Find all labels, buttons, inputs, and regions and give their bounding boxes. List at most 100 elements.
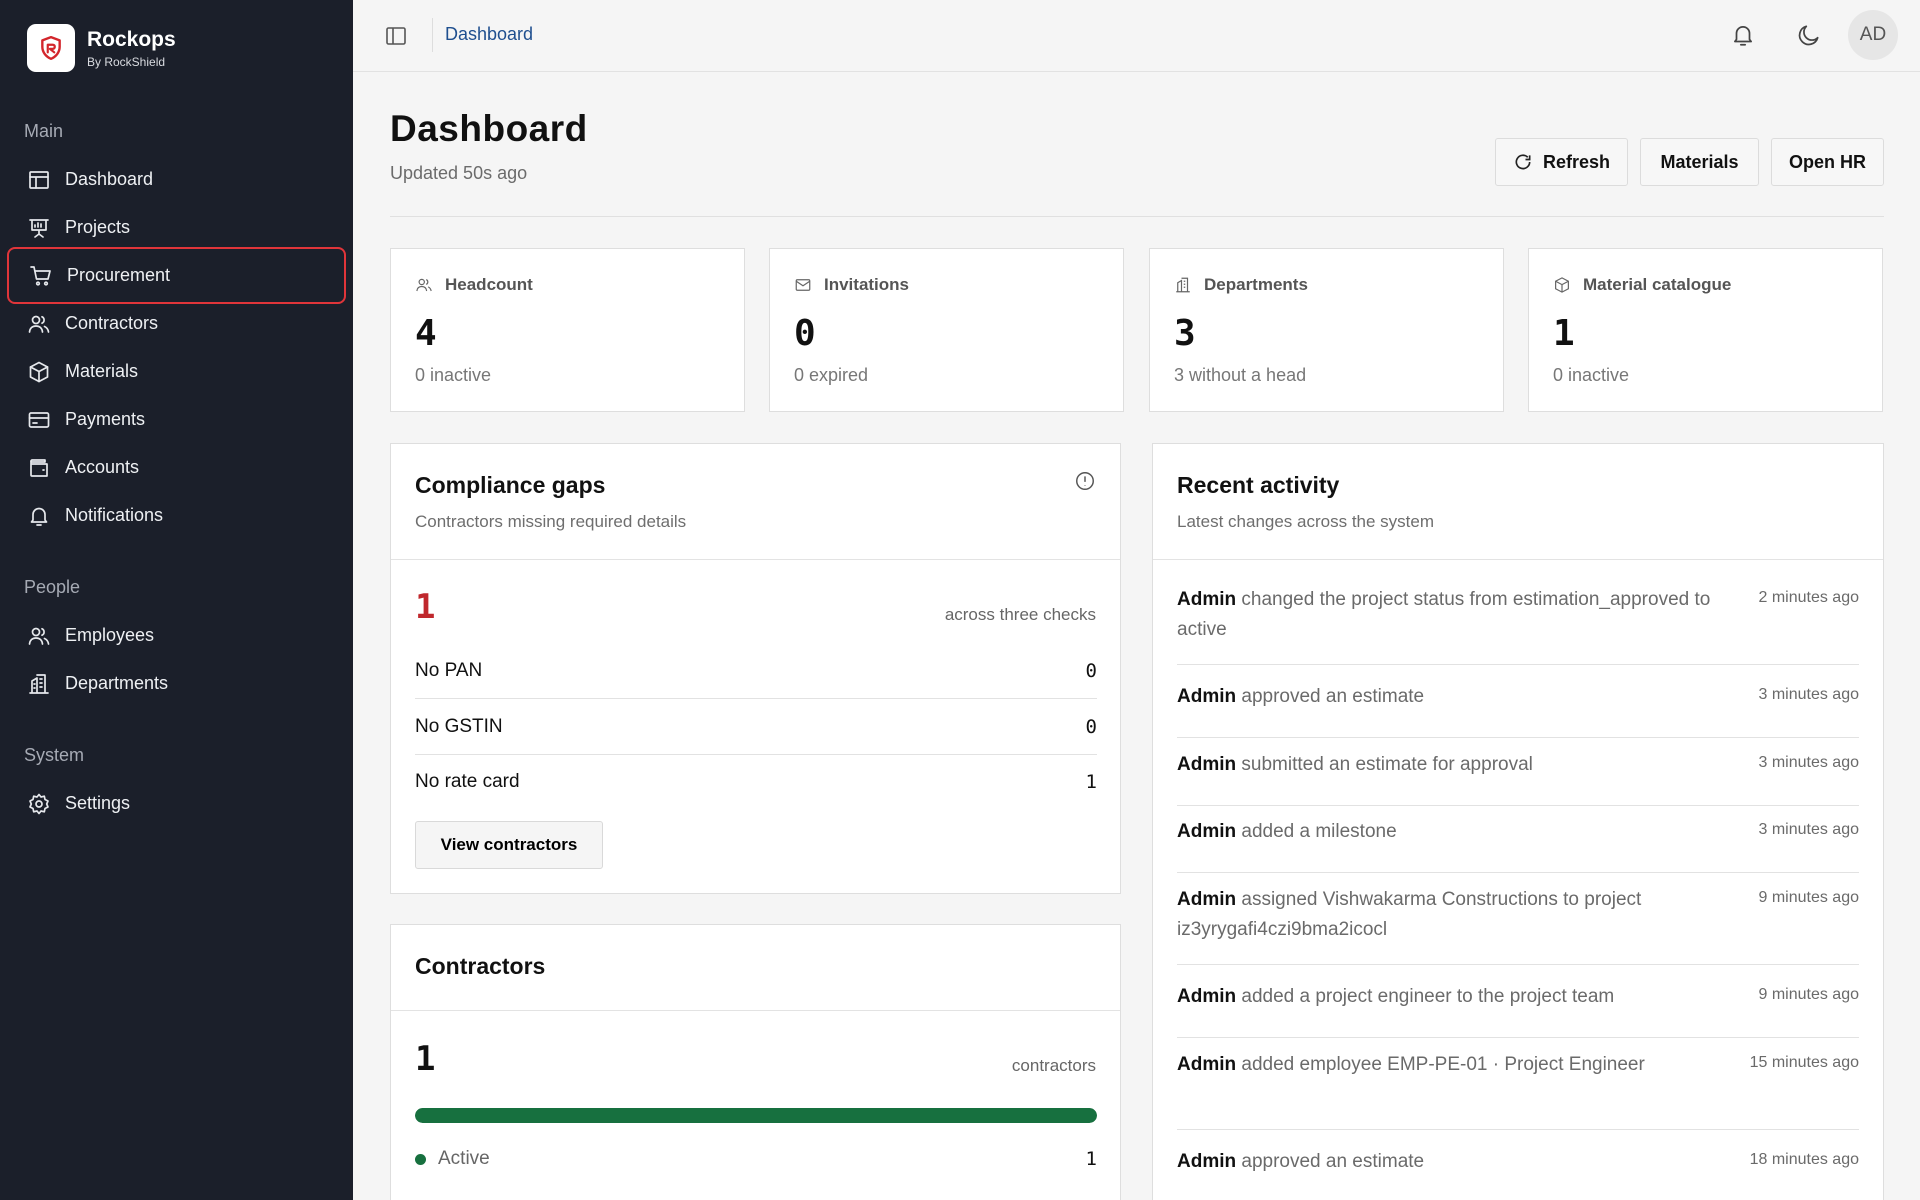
contractors-legend-active: Active 1 [415, 1148, 1097, 1170]
panel-title: Compliance gaps [415, 472, 606, 498]
sidebar-item-label: Payments [65, 409, 146, 429]
sidebar-item-materials[interactable]: Materials [7, 343, 346, 400]
stat-label: Material catalogue [1583, 275, 1732, 294]
activity-actor: Admin [1177, 754, 1237, 775]
stat-label: Headcount [445, 275, 533, 294]
activity-item[interactable]: Admin approved an estimate 18 minutes ag… [1177, 1147, 1859, 1200]
check-row-no-pan: No PAN 0 [415, 643, 1097, 699]
contractors-total: 1 [415, 1039, 436, 1079]
activity-text: assigned Vishwakarma Constructions to pr… [1177, 889, 1642, 940]
stat-card-headcount: Headcount 4 0 inactive [390, 248, 745, 412]
panel-title: Recent activity [1177, 472, 1340, 498]
check-label: No GSTIN [415, 715, 503, 737]
activity-item[interactable]: Admin assigned Vishwakarma Constructions… [1177, 885, 1859, 965]
panel-title: Contractors [415, 953, 546, 979]
compliance-gaps-panel: Compliance gaps Contractors missing requ… [390, 443, 1121, 894]
sidebar-item-projects[interactable]: Projects [7, 199, 346, 256]
activity-actor: Admin [1177, 686, 1237, 707]
panel-subtitle: Latest changes across the system [1177, 512, 1435, 531]
brand-name: Rockops [87, 27, 176, 51]
shield-logo-icon [41, 35, 61, 61]
moon-icon[interactable] [1796, 22, 1822, 48]
stat-value: 4 [415, 313, 437, 354]
activity-item[interactable]: Admin added a project engineer to the pr… [1177, 982, 1859, 1038]
avatar[interactable]: AD [1848, 10, 1898, 60]
check-value: 0 [1085, 715, 1097, 738]
activity-item[interactable]: Admin changed the project status from es… [1177, 585, 1859, 665]
topbar-divider [432, 18, 433, 52]
sidebar-item-employees[interactable]: Employees [7, 607, 346, 664]
activity-actor: Admin [1177, 589, 1237, 610]
stat-card-invitations: Invitations 0 0 expired [769, 248, 1124, 412]
layout-icon [27, 168, 51, 192]
activity-text: approved an estimate [1241, 686, 1425, 707]
activity-time: 3 minutes ago [1758, 686, 1859, 703]
sidebar-item-notifications[interactable]: Notifications [7, 487, 346, 544]
brand-subtitle: By RockShield [87, 54, 166, 69]
stat-label: Departments [1204, 275, 1308, 294]
activity-time: 9 minutes ago [1758, 986, 1859, 1003]
info-icon[interactable] [1074, 470, 1096, 492]
bell-icon [27, 504, 51, 528]
activity-text: submitted an estimate for approval [1241, 754, 1533, 775]
sidebar-item-payments[interactable]: Payments [7, 391, 346, 448]
gear-icon [27, 792, 51, 816]
card-icon [27, 408, 51, 432]
stat-sub: 0 inactive [1553, 365, 1630, 385]
stat-value: 1 [1553, 313, 1575, 354]
refresh-button[interactable]: Refresh [1495, 138, 1628, 186]
activity-actor: Admin [1177, 1151, 1237, 1172]
materials-button[interactable]: Materials [1640, 138, 1759, 186]
activity-time: 18 minutes ago [1749, 1151, 1859, 1168]
activity-actor: Admin [1177, 1054, 1237, 1075]
contractors-total-note: contractors [1011, 1056, 1096, 1075]
cart-icon [29, 264, 53, 288]
legend-value: 1 [1085, 1148, 1097, 1170]
users-icon [416, 278, 432, 292]
compliance-total: 1 [415, 587, 436, 627]
activity-text: added employee EMP-PE-01 · Project Engin… [1241, 1054, 1645, 1075]
activity-actor: Admin [1177, 889, 1237, 910]
view-contractors-button[interactable]: View contractors [415, 821, 603, 869]
activity-time: 15 minutes ago [1749, 1054, 1859, 1071]
activity-item[interactable]: Admin approved an estimate 3 minutes ago [1177, 682, 1859, 738]
stat-card-departments: Departments 3 3 without a head [1149, 248, 1504, 412]
box-icon [27, 360, 51, 384]
activity-item[interactable]: Admin added a milestone 3 minutes ago [1177, 817, 1859, 873]
nav-section-people: People [24, 577, 81, 597]
compliance-total-note: across three checks [944, 605, 1096, 624]
open-hr-button[interactable]: Open HR [1771, 138, 1884, 186]
sidebar-item-label: Settings [65, 793, 131, 813]
sidebar-item-dashboard[interactable]: Dashboard [7, 151, 346, 208]
users-icon [27, 624, 51, 648]
brand-logo [27, 24, 75, 72]
nav-section-main: Main [24, 121, 64, 141]
activity-text: added a milestone [1241, 821, 1397, 842]
check-value: 1 [1085, 771, 1097, 793]
topbar: Dashboard AD [353, 0, 1920, 72]
stat-sub: 3 without a head [1174, 365, 1307, 385]
stat-card-material-catalogue: Material catalogue 1 0 inactive [1528, 248, 1883, 412]
sidebar-item-departments[interactable]: Departments [7, 655, 346, 712]
brand[interactable]: Rockops By RockShield [27, 24, 176, 72]
activity-time: 2 minutes ago [1758, 589, 1859, 606]
sidebar-toggle-icon[interactable] [384, 24, 408, 48]
nav-section-system: System [24, 745, 85, 765]
activity-item[interactable]: Admin submitted an estimate for approval… [1177, 750, 1859, 806]
panel-subtitle: Contractors missing required details [415, 512, 687, 531]
updated-timestamp: Updated 50s ago [390, 163, 528, 183]
activity-text: approved an estimate [1241, 1151, 1425, 1172]
sidebar-item-contractors[interactable]: Contractors [7, 295, 346, 352]
sidebar-item-settings[interactable]: Settings [7, 775, 346, 832]
breadcrumb[interactable]: Dashboard [445, 24, 534, 44]
building-icon [27, 672, 51, 696]
check-label: No PAN [415, 659, 483, 681]
stat-value: 3 [1174, 313, 1196, 354]
activity-time: 9 minutes ago [1758, 889, 1859, 906]
sidebar-item-accounts[interactable]: Accounts [7, 439, 346, 496]
activity-item[interactable]: Admin added employee EMP-PE-01 · Project… [1177, 1050, 1859, 1130]
check-row-no-rate-card: No rate card 1 [415, 754, 1097, 810]
sidebar-item-procurement[interactable]: Procurement [7, 247, 346, 304]
header-divider [390, 216, 1884, 217]
bell-icon[interactable] [1730, 22, 1756, 48]
